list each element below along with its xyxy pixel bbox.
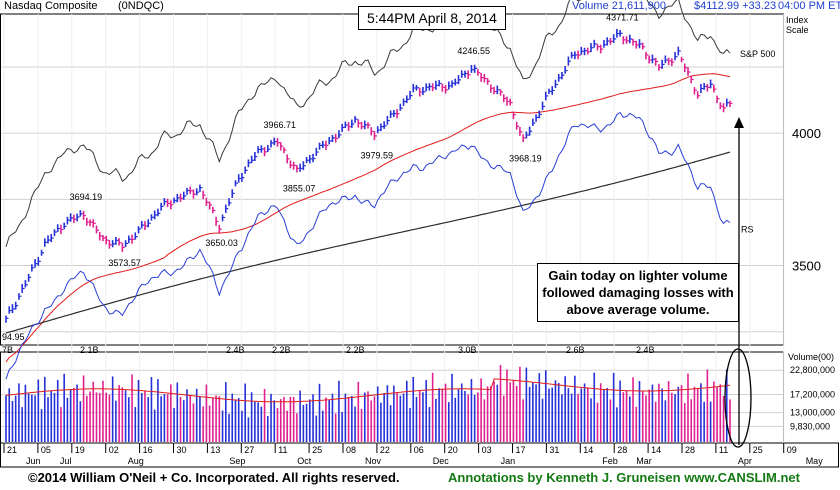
price-annotation-label: 3979.59 — [360, 151, 393, 161]
date-tick-label: 31 — [549, 445, 559, 455]
time-readout: 04:00 PM ET — [778, 0, 840, 12]
price-annotation-label: 3966.71 — [264, 120, 297, 130]
date-tick-label: 05 — [41, 445, 51, 455]
annotation-arrow-head — [734, 117, 744, 128]
month-label: Sep — [229, 456, 245, 466]
date-tick-label: 08 — [346, 445, 356, 455]
volume-tick-label: 9,830,000 — [790, 421, 830, 431]
month-label: Jul — [60, 456, 72, 466]
date-tick-label: 17 — [516, 445, 526, 455]
date-tick-label: 02 — [109, 445, 119, 455]
sp500-line — [5, 0, 731, 247]
month-label: Feb — [602, 456, 618, 466]
date-tick-label: 11 — [278, 445, 287, 455]
chart-labels: 3500 4000 9,830,000 13,000,000 17,200,000 22,… — [2, 13, 835, 466]
price-tick-label: 3500 — [792, 259, 821, 274]
price-annotation-label: 94.95 — [2, 332, 25, 342]
index-scale-label: Index Scale — [786, 15, 809, 35]
ma50-line — [5, 73, 731, 363]
date-tick-label: 06 — [414, 445, 424, 455]
month-label: Jun — [26, 456, 41, 466]
date-tick-label: 03 — [482, 445, 492, 455]
month-label: Dec — [433, 456, 450, 466]
month-label: Jan — [501, 456, 516, 466]
date-tick-label: 14 — [583, 445, 593, 455]
volume-average-line — [5, 378, 731, 403]
volume-annotation-label: 2.2B — [272, 345, 291, 355]
price-annotation-label: 4246.55 — [457, 46, 490, 56]
indicator-lines — [5, 0, 731, 380]
volume-annotation-label: 2.4B — [636, 345, 655, 355]
date-tick-label: 19 — [75, 445, 85, 455]
date-tick-label: 25 — [753, 445, 763, 455]
date-tick-label: 11 — [719, 445, 728, 455]
price-annotation-label: 3968.19 — [509, 154, 542, 164]
ma200-line — [5, 151, 731, 334]
volume-tick-label: 13,000,000 — [790, 408, 835, 418]
date-tick-label: 27 — [244, 445, 254, 455]
volume-annotation-label: 2.1B — [80, 345, 99, 355]
month-label: Nov — [365, 456, 382, 466]
timestamp-box: 5:44PM April 8, 2014 — [358, 6, 506, 30]
date-tick-label: 21 — [7, 445, 17, 455]
date-tick-label: 22 — [380, 445, 390, 455]
sp500-label: S&P 500 — [740, 49, 775, 59]
volume-axis-label: Volume(00) — [788, 352, 834, 362]
price-annotation-label: 3573.57 — [108, 258, 141, 268]
volume-bars — [5, 365, 731, 442]
date-tick-label: 13 — [210, 445, 220, 455]
price-tick-label: 4000 — [792, 126, 821, 141]
month-label: Mar — [636, 456, 652, 466]
date-tick-label: 20 — [448, 445, 458, 455]
date-tick-label: 28 — [685, 445, 695, 455]
date-tick-label: 16 — [143, 445, 153, 455]
rs-line — [5, 111, 731, 380]
index-name: Nasdaq Composite — [4, 0, 98, 12]
volume-readout: Volume 21,611,900 — [572, 0, 666, 12]
date-tick-label: 25 — [312, 445, 322, 455]
annotations-credit: Annotations by Kenneth J. Gruneisen www.… — [448, 470, 800, 485]
month-label: May — [806, 456, 824, 466]
volume-highlight-ellipse — [724, 348, 752, 448]
date-tick-label: 14 — [651, 445, 661, 455]
price-annotation-label: 4371.71 — [606, 13, 639, 23]
price-annotation-label: 3650.03 — [205, 238, 238, 248]
month-label: Aug — [128, 456, 144, 466]
price-readout: $4112.99 +33.23 — [694, 0, 777, 12]
volume-annotation-label: 2.4B — [226, 345, 245, 355]
price-bars — [5, 28, 733, 323]
volume-annotation-label: 2.2B — [346, 345, 365, 355]
volume-tick-label: 17,200,000 — [790, 389, 835, 399]
volume-annotation-label: 7B — [2, 345, 13, 355]
index-symbol: (0NDQC) — [118, 0, 164, 12]
month-label: Apr — [738, 456, 752, 466]
volume-annotation-label: 2.6B — [566, 345, 585, 355]
date-tick-label: 09 — [787, 445, 797, 455]
date-axis-frame — [0, 442, 839, 468]
volume-tick-label: 22,800,000 — [790, 365, 835, 375]
rs-label: RS — [741, 225, 754, 235]
volume-annotation-label: 3.0B — [458, 345, 477, 355]
date-tick-label: 30 — [177, 445, 187, 455]
annotation-box: Gain today on lighter volume followed da… — [537, 263, 739, 322]
price-annotation-label: 3694.19 — [70, 192, 103, 202]
month-label: Oct — [297, 456, 312, 466]
copyright-notice: ©2014 William O'Neil + Co. Incorporated.… — [28, 470, 400, 485]
overlay-marks — [724, 117, 752, 448]
price-annotation-label: 3855.07 — [283, 184, 316, 194]
date-tick-label: 28 — [617, 445, 627, 455]
